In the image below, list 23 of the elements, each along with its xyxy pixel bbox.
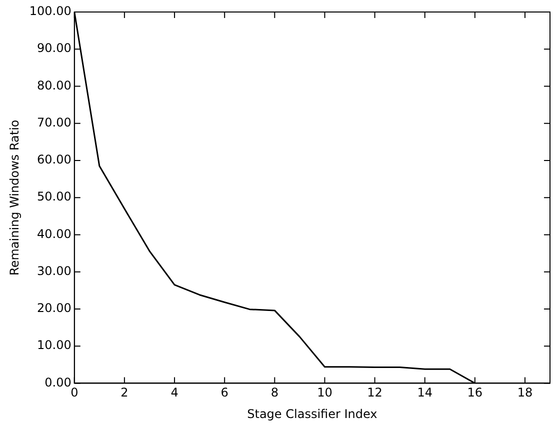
x-tick-label: 10 — [317, 386, 332, 400]
y-tick-label: 30.00 — [37, 264, 72, 278]
x-tick-label: 14 — [417, 386, 432, 400]
y-tick-label: 0.00 — [44, 375, 72, 390]
x-tick-label: 4 — [170, 386, 178, 400]
x-tick-label: 12 — [367, 386, 382, 400]
x-tick-label: 8 — [270, 386, 278, 400]
x-tick-label: 16 — [467, 386, 483, 400]
y-tick-label: 40.00 — [37, 226, 72, 241]
y-tick-label: 60.00 — [37, 152, 72, 167]
y-tick-label: 20.00 — [37, 301, 72, 316]
x-tick-label: 6 — [220, 386, 228, 400]
y-tick-label: 80.00 — [37, 78, 72, 92]
y-tick-label: 90.00 — [37, 41, 72, 56]
y-tick-label: 10.00 — [37, 338, 72, 352]
y-tick-label: 70.00 — [37, 115, 72, 130]
x-tick-label: 0 — [70, 386, 78, 400]
x-tick-label: 18 — [517, 386, 533, 400]
y-axis-title: Remaining Windows Ratio — [7, 120, 22, 276]
y-tick-label: 100.00 — [29, 4, 72, 18]
x-tick-label: 2 — [120, 386, 128, 400]
y-tick-label: 50.00 — [37, 190, 72, 204]
x-axis-title: Stage Classifier Index — [247, 406, 378, 421]
